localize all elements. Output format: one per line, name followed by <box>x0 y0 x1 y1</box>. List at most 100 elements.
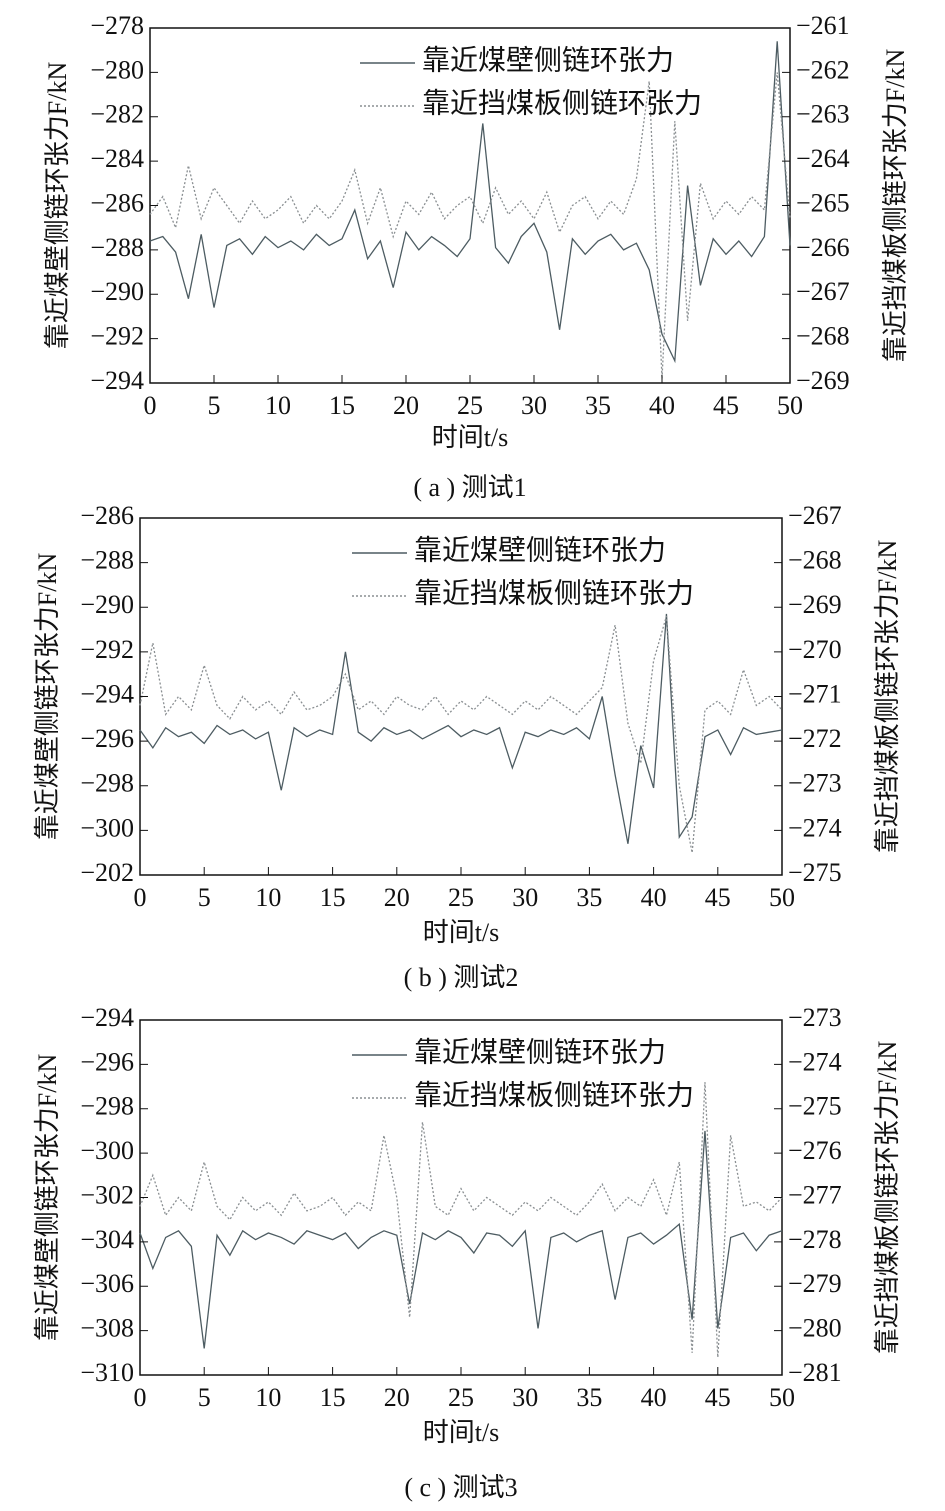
y-tick-label: −294 <box>80 1003 134 1032</box>
x-axis-label: 时间t/s <box>423 1418 500 1447</box>
y-tick-label: −294 <box>80 679 134 708</box>
x-tick-label: 40 <box>649 391 675 420</box>
y2-tick-label: −273 <box>788 769 842 798</box>
x-tick-label: 45 <box>705 1383 731 1412</box>
y2-tick-label: −267 <box>796 277 850 306</box>
y2-tick-label: −270 <box>788 635 842 664</box>
y-tick-label: −304 <box>80 1225 134 1254</box>
y2-tick-label: −264 <box>796 144 850 173</box>
x-tick-label: 45 <box>713 391 739 420</box>
y2-tick-label: −274 <box>788 813 842 842</box>
legend-label: 靠近挡煤板侧链环张力 <box>414 577 694 609</box>
x-tick-label: 50 <box>769 883 795 912</box>
y2-tick-label: −275 <box>788 1092 842 1121</box>
series-line <box>139 1130 783 1349</box>
y2-axis-label: 靠近挡煤板侧链环张力F/kN <box>873 1041 902 1355</box>
x-tick-label: 15 <box>329 391 355 420</box>
y-tick-label: −280 <box>90 55 144 84</box>
x-tick-label: 0 <box>134 1383 147 1412</box>
y-tick-label: −278 <box>90 11 144 40</box>
x-tick-label: 40 <box>641 883 667 912</box>
caption: ( b ) 测试2 <box>404 963 519 992</box>
y2-axis-label: 靠近挡煤板侧链环张力F/kN <box>881 49 910 363</box>
y-tick-label: −286 <box>80 501 134 530</box>
y2-tick-label: −281 <box>788 1358 842 1387</box>
y-tick-label: −290 <box>80 590 134 619</box>
x-tick-label: 35 <box>576 883 602 912</box>
x-tick-label: 10 <box>265 391 291 420</box>
y-tick-label: −292 <box>80 635 134 664</box>
y-tick-label: −308 <box>80 1314 134 1343</box>
y-tick-label: −298 <box>80 769 134 798</box>
x-tick-label: 45 <box>705 883 731 912</box>
y2-tick-label: −266 <box>796 233 850 262</box>
plot-frame <box>139 517 783 876</box>
y-tick-label: −296 <box>80 724 134 753</box>
x-tick-label: 25 <box>448 883 474 912</box>
y-tick-label: −286 <box>90 188 144 217</box>
plot-frame <box>149 27 791 384</box>
y2-tick-label: −273 <box>788 1003 842 1032</box>
caption: ( c ) 测试3 <box>404 1473 517 1502</box>
y-tick-label: −302 <box>80 1180 134 1209</box>
y-axis-label: 靠近煤壁侧链环张力F/kN <box>33 1054 62 1342</box>
y-axis-label: 靠近煤壁侧链环张力F/kN <box>33 553 62 841</box>
y-tick-label: −282 <box>90 100 144 129</box>
series-line <box>139 1082 783 1358</box>
y2-tick-label: −265 <box>796 188 850 217</box>
y2-tick-label: −267 <box>788 501 842 530</box>
y2-tick-label: −279 <box>788 1269 842 1298</box>
y-tick-label: −202 <box>80 858 134 887</box>
x-tick-label: 5 <box>198 883 211 912</box>
y-tick-label: −294 <box>90 366 144 395</box>
legend-label: 靠近煤壁侧链环张力 <box>414 1036 666 1068</box>
x-tick-label: 30 <box>521 391 547 420</box>
x-tick-label: 10 <box>255 883 281 912</box>
y-tick-label: −288 <box>80 546 134 575</box>
x-tick-label: 20 <box>384 1383 410 1412</box>
y2-tick-label: −269 <box>796 366 850 395</box>
y2-tick-label: −269 <box>788 590 842 619</box>
series-line <box>149 41 791 364</box>
legend-label: 靠近煤壁侧链环张力 <box>414 534 666 566</box>
x-tick-label: 50 <box>769 1383 795 1412</box>
y-tick-label: −300 <box>80 1136 134 1165</box>
x-axis-label: 时间t/s <box>432 423 509 452</box>
y-tick-label: −298 <box>80 1092 134 1121</box>
y2-tick-label: −277 <box>788 1180 842 1209</box>
x-tick-label: 35 <box>576 1383 602 1412</box>
y2-tick-label: −268 <box>796 322 850 351</box>
y-tick-label: −300 <box>80 813 134 842</box>
x-tick-label: 25 <box>457 391 483 420</box>
caption: ( a ) 测试1 <box>413 473 526 502</box>
y2-tick-label: −280 <box>788 1314 842 1343</box>
y2-tick-label: −271 <box>788 679 842 708</box>
y-tick-label: −290 <box>90 277 144 306</box>
x-tick-label: 30 <box>512 1383 538 1412</box>
x-tick-label: 15 <box>320 1383 346 1412</box>
x-tick-label: 40 <box>641 1383 667 1412</box>
y2-tick-label: −262 <box>796 55 850 84</box>
y2-tick-label: −275 <box>788 858 842 887</box>
x-tick-label: 30 <box>512 883 538 912</box>
y-tick-label: −288 <box>90 233 144 262</box>
series-line <box>139 613 783 844</box>
plot-frame <box>139 1019 783 1376</box>
x-tick-label: 10 <box>255 1383 281 1412</box>
x-tick-label: 5 <box>198 1383 211 1412</box>
x-tick-label: 25 <box>448 1383 474 1412</box>
y-axis-label: 靠近煤壁侧链环张力F/kN <box>43 62 72 350</box>
y-tick-label: −310 <box>80 1358 134 1387</box>
legend-label: 靠近挡煤板侧链环张力 <box>422 87 702 119</box>
x-tick-label: 0 <box>144 391 157 420</box>
y-tick-label: −284 <box>90 144 144 173</box>
y-tick-label: −306 <box>80 1269 134 1298</box>
y2-tick-label: −261 <box>796 11 850 40</box>
y-tick-label: −296 <box>80 1047 134 1076</box>
y2-tick-label: −263 <box>796 100 850 129</box>
y2-axis-label: 靠近挡煤板侧链环张力F/kN <box>873 540 902 854</box>
y2-tick-label: −276 <box>788 1136 842 1165</box>
series-line <box>139 615 783 853</box>
y2-tick-label: −268 <box>788 546 842 575</box>
legend-label: 靠近煤壁侧链环张力 <box>422 44 674 76</box>
